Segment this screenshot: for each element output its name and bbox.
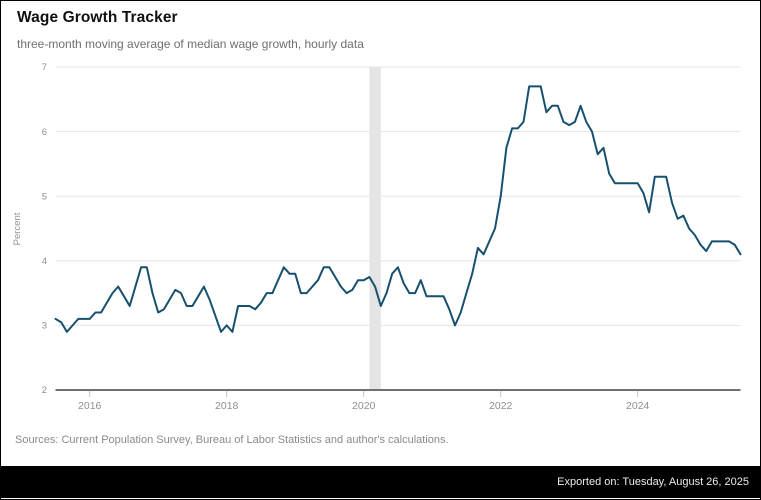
- x-tick-label: 2022: [489, 400, 513, 412]
- x-tick-label: 2016: [78, 400, 102, 412]
- x-tick-label: 2024: [626, 400, 650, 412]
- x-tick-label: 2020: [352, 400, 376, 412]
- recession-band: [369, 67, 381, 390]
- y-axis-labels: 2 3 4 5 6 7: [42, 62, 47, 396]
- y-tick-label: 2: [42, 385, 47, 396]
- chart-subtitle: three-month moving average of median wag…: [17, 37, 364, 51]
- page-title: Wage Growth Tracker: [17, 9, 178, 26]
- y-axis-title: Percent: [12, 212, 23, 245]
- y-tick-label: 4: [42, 256, 47, 267]
- y-tick-label: 5: [42, 191, 47, 202]
- wage-growth-line: [54, 85, 742, 333]
- export-date-label: Exported on: Tuesday, August 26, 2025: [557, 476, 749, 488]
- gridlines: [55, 66, 741, 391]
- y-tick-label: 7: [42, 62, 47, 73]
- x-tick-label: 2018: [215, 400, 239, 412]
- export-bar: Exported on: Tuesday, August 26, 2025: [1, 466, 760, 498]
- sources-note: Sources: Current Population Survey, Bure…: [15, 434, 449, 446]
- x-axis: 2016 2018 2020 2022 2024: [78, 391, 650, 412]
- y-tick-label: 6: [42, 127, 47, 138]
- y-tick-label: 3: [42, 321, 47, 332]
